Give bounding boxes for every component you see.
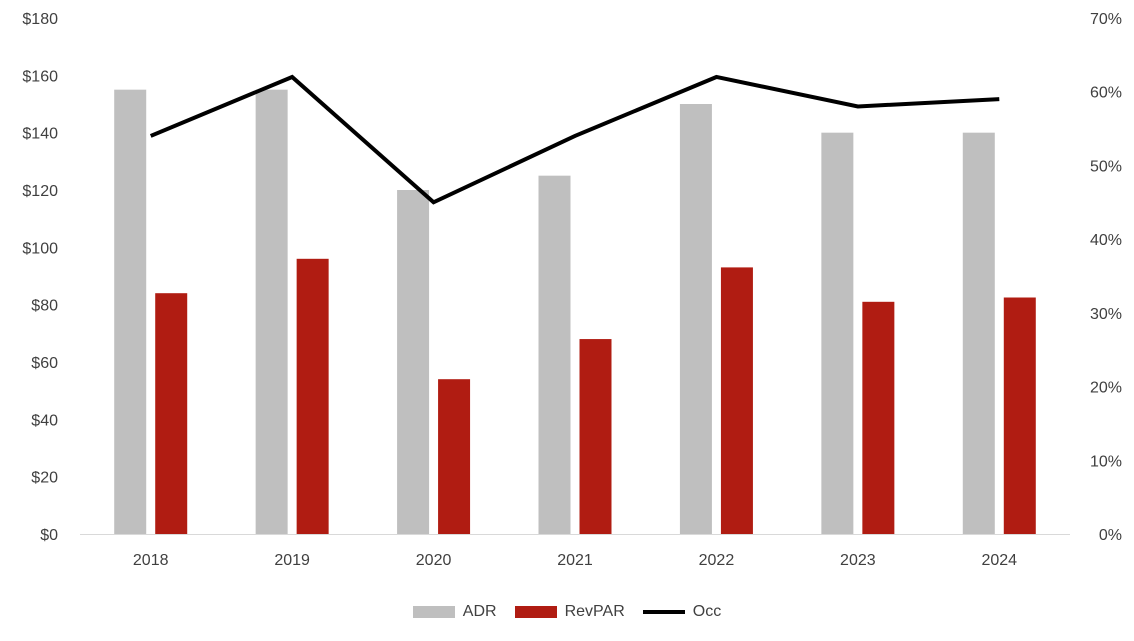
left-axis-tick-label: $180	[22, 11, 58, 28]
right-axis-tick-label: 10%	[1090, 453, 1122, 470]
bar-adr	[821, 132, 854, 534]
right-y-axis: 0% 10% 20% 30% 40% 50% 60% 70%	[1090, 11, 1122, 544]
line-series	[149, 74, 1000, 205]
legend-label-occ: Occ	[692, 603, 722, 620]
left-axis-tick-label: $20	[31, 470, 58, 487]
bar-revpar	[720, 267, 753, 534]
right-axis-tick-label: 0%	[1099, 527, 1122, 544]
legend-swatch-revpar	[514, 606, 557, 618]
bar-adr	[114, 89, 147, 535]
bar-revpar	[296, 258, 329, 534]
x-axis-tick-label: 2024	[981, 552, 1017, 569]
legend-label-adr: ADR	[462, 603, 497, 620]
bar-adr	[962, 132, 995, 534]
legend-item-occ: Occ	[642, 603, 722, 621]
x-axis-tick-label: 2020	[416, 552, 452, 569]
left-axis-tick-label: $160	[22, 68, 58, 85]
bar-adr	[538, 175, 571, 534]
right-axis-tick-label: 60%	[1090, 85, 1122, 102]
bar-revpar	[438, 379, 471, 534]
left-axis-tick-label: $80	[31, 298, 58, 315]
legend: ADR RevPAR Occ	[0, 600, 1134, 624]
left-axis-tick-label: $120	[22, 183, 58, 200]
left-axis-tick-label: $140	[22, 126, 58, 143]
left-axis-tick-label: $100	[22, 240, 58, 257]
bar-revpar	[155, 293, 188, 534]
left-axis-tick-label: $40	[31, 412, 58, 429]
right-axis-tick-label: 30%	[1090, 306, 1122, 323]
legend-swatch-occ	[642, 610, 685, 614]
x-axis: 2018 2019 2020 2021 2022 2023 2024	[133, 552, 1017, 569]
right-axis-tick-label: 70%	[1090, 11, 1122, 28]
legend-label-revpar: RevPAR	[564, 603, 625, 620]
legend-item-revpar: RevPAR	[514, 603, 625, 621]
bar-adr	[679, 104, 712, 534]
bar-revpar	[1003, 297, 1036, 534]
right-axis-tick-label: 50%	[1090, 158, 1122, 175]
bar-adr	[255, 89, 288, 535]
right-axis-tick-label: 20%	[1090, 380, 1122, 397]
x-axis-tick-label: 2023	[840, 552, 876, 569]
x-axis-tick-label: 2019	[274, 552, 310, 569]
x-axis-tick-label: 2021	[557, 552, 593, 569]
right-axis-tick-label: 40%	[1090, 232, 1122, 249]
left-axis-tick-label: $0	[40, 527, 58, 544]
left-axis-tick-label: $60	[31, 355, 58, 372]
x-axis-tick-label: 2018	[133, 552, 169, 569]
bar-adr	[397, 190, 430, 534]
bar-revpar	[579, 339, 612, 534]
bar-revpar	[862, 301, 895, 534]
legend-item-adr: ADR	[412, 603, 497, 621]
legend-swatch-adr	[412, 606, 455, 618]
combo-chart: $0 $20 $40 $60 $80 $100 $120 $140 $160 $180 0% 10%…	[22, 11, 1122, 569]
line-occ	[149, 74, 1000, 205]
bar-series	[114, 89, 1036, 535]
x-axis-tick-label: 2022	[699, 552, 735, 569]
left-y-axis: $0 $20 $40 $60 $80 $100 $120 $140 $160 $180	[22, 11, 58, 544]
